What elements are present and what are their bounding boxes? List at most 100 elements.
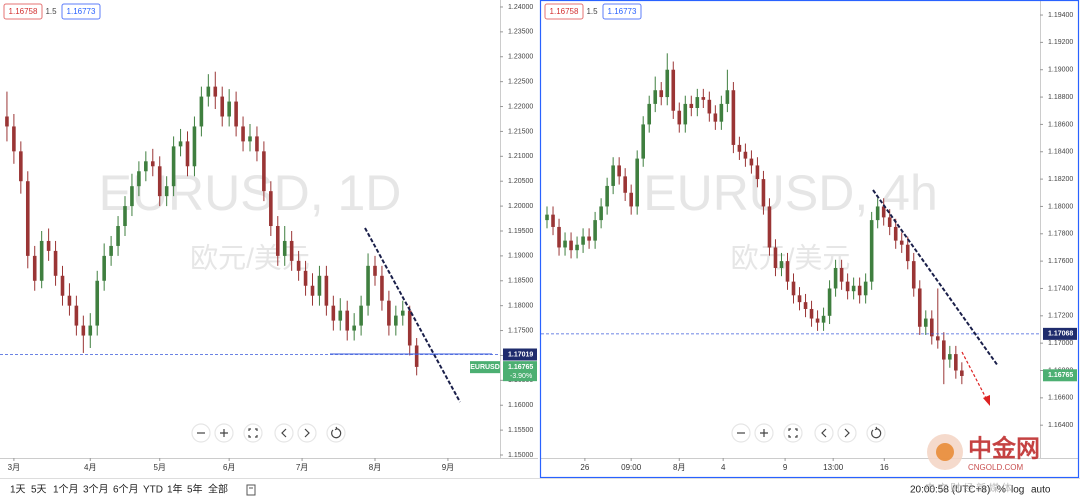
- range-button[interactable]: 1年: [167, 483, 183, 496]
- candle-body: [275, 226, 280, 256]
- candle-body: [611, 165, 615, 186]
- range-button[interactable]: 3个月: [83, 484, 109, 496]
- y-tick-label: 1.19400: [1048, 12, 1073, 19]
- candle-body: [809, 308, 814, 319]
- zoom-button[interactable]: [837, 423, 857, 443]
- range-button[interactable]: YTD: [143, 485, 163, 496]
- candle-body: [150, 161, 155, 167]
- candle-body: [19, 151, 23, 182]
- symbol-label: EURUSD: [470, 364, 500, 371]
- candle-body: [345, 310, 350, 331]
- candle-body: [635, 158, 639, 207]
- ask-box[interactable]: [602, 3, 642, 20]
- x-tick-label: 09:00: [621, 463, 642, 472]
- reset-icon[interactable]: [331, 426, 342, 439]
- range-button[interactable]: 1天: [10, 485, 26, 496]
- fit-icon[interactable]: [788, 428, 798, 438]
- zoom-button[interactable]: [326, 423, 346, 443]
- daily-chart: EURUSD, 1D欧元/美元1.240001.235001.230001.22…: [0, 0, 538, 472]
- fit-icon[interactable]: [248, 428, 258, 438]
- candle-body: [671, 69, 676, 111]
- zoom-button[interactable]: [814, 423, 834, 443]
- x-tick-label: 6月: [223, 463, 235, 472]
- last-price-badge: [503, 361, 537, 382]
- candle-body: [749, 158, 754, 166]
- y-tick-label: 1.18800: [1048, 94, 1073, 101]
- percent-toggle[interactable]: %: [997, 485, 1006, 496]
- last-price-badge: [1043, 369, 1077, 382]
- bid-box[interactable]: [3, 3, 43, 20]
- zoom-button[interactable]: [243, 423, 263, 443]
- range-button[interactable]: 6个月: [113, 484, 139, 496]
- zoom-in-icon[interactable]: [760, 429, 768, 437]
- candle-body: [954, 354, 958, 371]
- y-tick-label: 1.22500: [508, 78, 533, 85]
- y-tick-label: 1.16600: [1048, 395, 1073, 402]
- y-tick-label: 1.24000: [508, 4, 533, 11]
- ask-price[interactable]: 1.16773: [608, 7, 637, 16]
- scroll-left-icon[interactable]: [821, 428, 827, 438]
- candle-body: [359, 305, 363, 326]
- range-button[interactable]: 1个月: [53, 484, 79, 496]
- level-label: 1.17019: [508, 351, 533, 358]
- candle-body: [545, 214, 549, 221]
- zoom-in-icon[interactable]: [220, 429, 228, 437]
- bid-price[interactable]: 1.16758: [9, 7, 38, 16]
- range-button[interactable]: 5年: [187, 483, 203, 496]
- candle-body: [605, 185, 609, 207]
- candle-body: [407, 310, 412, 346]
- y-tick-label: 1.21500: [508, 128, 533, 135]
- log-toggle[interactable]: log: [1011, 485, 1024, 496]
- y-tick-label: 1.23000: [508, 54, 533, 61]
- candle-body: [653, 90, 658, 104]
- date-range-icon[interactable]: [246, 484, 256, 496]
- spread: 1.5: [45, 7, 57, 16]
- clock: 20:00:58 (UTC+8): [910, 485, 990, 496]
- candle-body: [220, 96, 225, 117]
- x-tick-label: 3月: [8, 463, 20, 472]
- logo-name: 中金网: [968, 434, 1040, 462]
- x-tick-label: 9: [783, 463, 788, 472]
- candle-body: [338, 310, 343, 321]
- range-button[interactable]: 全部: [208, 483, 228, 496]
- trend-line: [364, 227, 461, 403]
- candle-body: [575, 244, 579, 251]
- range-button[interactable]: 5天: [31, 485, 47, 496]
- candle-body: [863, 281, 868, 296]
- candle-body: [255, 136, 259, 152]
- scroll-right-icon[interactable]: [304, 428, 310, 438]
- candle-body: [743, 151, 748, 159]
- candle-body: [869, 220, 874, 282]
- candle-body: [400, 310, 405, 316]
- zoom-button[interactable]: [783, 423, 803, 443]
- candle-body: [911, 261, 916, 289]
- auto-toggle[interactable]: auto: [1031, 485, 1051, 496]
- ask-box[interactable]: [61, 3, 101, 20]
- candle-body: [581, 236, 585, 245]
- zoom-button[interactable]: [274, 423, 294, 443]
- candle-body: [241, 126, 245, 142]
- candle-body: [833, 267, 838, 289]
- candle-body: [5, 116, 9, 127]
- reset-icon[interactable]: [871, 426, 882, 439]
- scroll-left-icon[interactable]: [281, 428, 287, 438]
- candle-body: [81, 325, 86, 336]
- candle-body: [659, 90, 664, 98]
- last-price-label: 1.16765: [508, 364, 533, 371]
- spread: 1.5: [586, 7, 598, 16]
- candle-body: [213, 86, 218, 97]
- candle-body: [761, 179, 766, 207]
- bid-price[interactable]: 1.16758: [550, 7, 579, 16]
- scroll-right-icon[interactable]: [844, 428, 850, 438]
- candle-body: [683, 103, 688, 125]
- zoom-button[interactable]: [297, 423, 317, 443]
- ask-price[interactable]: 1.16773: [67, 7, 96, 16]
- candle-body: [262, 151, 266, 192]
- y-tick-label: 1.15000: [508, 452, 533, 459]
- zoom-button[interactable]: [866, 423, 886, 443]
- candle-body: [366, 265, 370, 306]
- bid-box[interactable]: [544, 3, 584, 20]
- candle-body: [206, 86, 211, 97]
- candle-body: [881, 206, 886, 218]
- y-tick-label: 1.18600: [1048, 121, 1073, 128]
